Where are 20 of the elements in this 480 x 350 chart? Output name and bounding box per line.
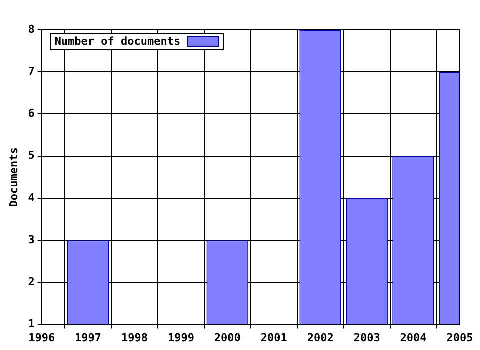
legend-label: Number of documents [54, 35, 181, 48]
y-tick-label: 7 [28, 64, 35, 78]
x-tick-label: 1996 [28, 331, 56, 344]
y-tick-label: 1 [28, 318, 36, 331]
y-tick-label: 8 [28, 22, 35, 36]
x-tick-label: 2003 [354, 331, 380, 344]
y-tick-label: 3 [28, 233, 35, 246]
x-tick-label: 1997 [75, 331, 102, 344]
x-tick-label: 2005 [446, 331, 474, 344]
x-tick-label: 2001 [260, 331, 288, 344]
y-tick-label: 2 [28, 276, 35, 289]
x-tick-label: 2000 [214, 331, 241, 344]
x-tick-label: 2004 [400, 331, 428, 344]
y-tick-label: 5 [28, 149, 35, 162]
y-axis-title: Documents [7, 148, 20, 208]
y-tick-label: 4 [28, 191, 36, 204]
x-tick-label: 1999 [168, 331, 194, 344]
x-tick-label: 1998 [122, 331, 148, 344]
y-tick-label: 6 [28, 107, 36, 120]
x-tick-label: 2002 [307, 331, 334, 344]
